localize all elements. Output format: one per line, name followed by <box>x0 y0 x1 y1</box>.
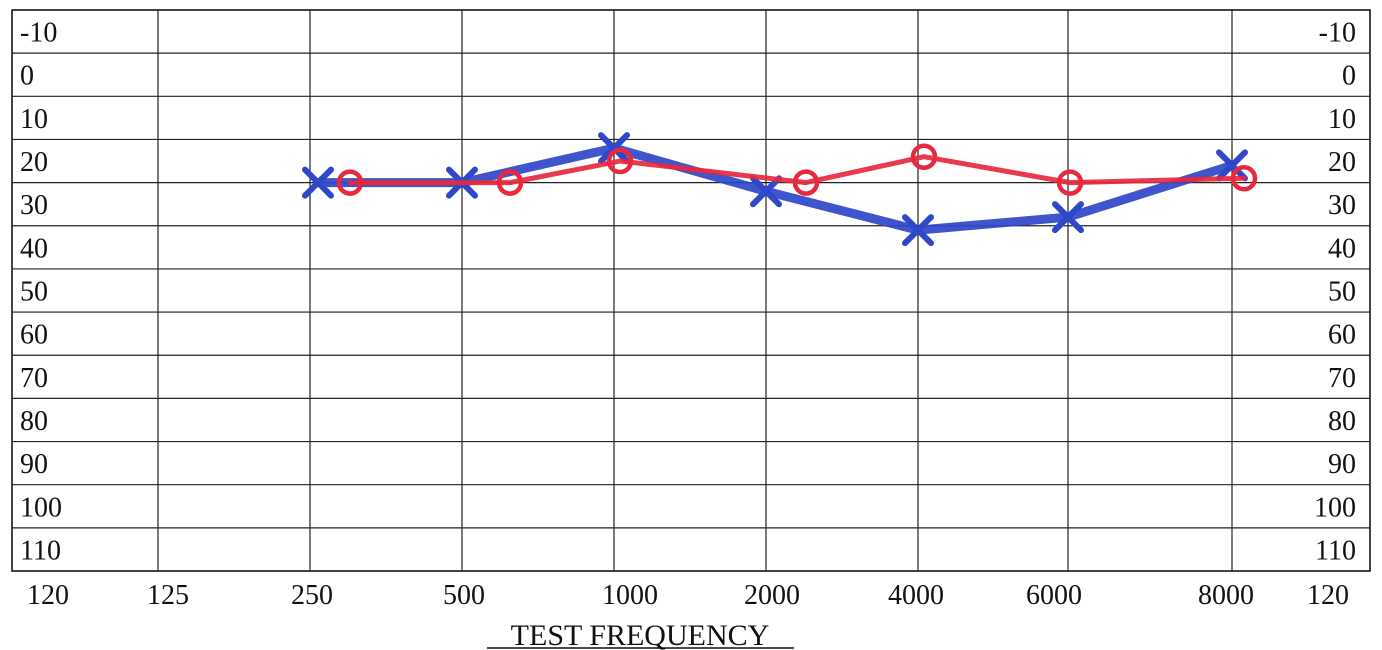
y-tick-label-right: 30 <box>1328 190 1356 221</box>
red-series-line <box>347 154 1247 186</box>
y-tick-label-right: 70 <box>1328 363 1356 394</box>
y-tick-labels-right: -10 0 10 20 30 40 50 60 70 80 90 100 110 <box>1314 18 1356 567</box>
y-tick-label-right: 80 <box>1328 406 1356 437</box>
y-tick-labels-left: -10 0 10 20 30 40 50 60 70 80 90 100 110 <box>20 18 62 567</box>
blue-x-marker <box>1052 201 1084 234</box>
series-layer <box>302 132 1258 247</box>
red-o-marker <box>1230 165 1258 192</box>
y-tick-label-right: 110 <box>1315 535 1356 566</box>
x-tick-label: 120 <box>1307 580 1349 611</box>
y-tick-label-right: 50 <box>1328 277 1356 308</box>
x-tick-label: 500 <box>443 580 485 611</box>
y-tick-label-left: 60 <box>20 320 48 351</box>
y-tick-label-right: 40 <box>1328 233 1356 264</box>
y-tick-label-left: 100 <box>20 492 62 523</box>
red-o-marker <box>910 143 938 170</box>
y-tick-label-right: 60 <box>1328 320 1356 351</box>
y-tick-label-right: 0 <box>1342 61 1356 92</box>
red-o-marker <box>606 147 634 175</box>
y-tick-label-left: 10 <box>20 104 48 135</box>
y-tick-label-right: 100 <box>1314 492 1356 523</box>
x-tick-label: 1000 <box>602 580 658 611</box>
y-tick-label-left: 80 <box>20 406 48 437</box>
blue-x-marker <box>302 166 334 199</box>
red-o-marker <box>336 169 364 196</box>
y-tick-label-left: -10 <box>20 18 57 49</box>
x-tick-label: 250 <box>291 580 333 611</box>
y-tick-label-left: 0 <box>20 61 34 92</box>
grid <box>11 9 1371 572</box>
y-tick-label-left: 50 <box>20 277 48 308</box>
plot-frame <box>11 9 1371 572</box>
y-tick-label-right: 90 <box>1328 449 1356 480</box>
x-tick-label: 8000 <box>1198 580 1254 611</box>
y-tick-label-right: -10 <box>1319 18 1356 49</box>
blue-x-marker <box>902 214 934 247</box>
y-tick-label-left: 20 <box>20 147 48 178</box>
blue-x-marker <box>750 175 782 208</box>
red-o-marker <box>1056 169 1084 196</box>
red-o-marker <box>792 169 820 196</box>
x-tick-labels: 120 125 250 500 1000 2000 4000 6000 8000 120 <box>27 580 1349 611</box>
x-tick-label: 120 <box>27 580 69 611</box>
x-axis-label: TEST FREQUENCY <box>511 619 770 650</box>
y-tick-label-right: 10 <box>1328 104 1356 135</box>
blue-x-marker <box>1216 149 1248 182</box>
y-tick-label-left: 90 <box>20 449 48 480</box>
y-tick-label-right: 20 <box>1328 147 1356 178</box>
y-tick-label-left: 40 <box>20 233 48 264</box>
x-tick-label: 4000 <box>888 580 944 611</box>
y-tick-label-left: 110 <box>20 535 61 566</box>
red-o-marker <box>496 169 524 196</box>
x-tick-label: 125 <box>147 580 189 611</box>
y-tick-label-left: 30 <box>20 190 48 221</box>
x-tick-label: 6000 <box>1026 580 1082 611</box>
x-tick-label: 2000 <box>744 580 800 611</box>
y-tick-label-left: 70 <box>20 363 48 394</box>
blue-x-marker <box>598 132 630 165</box>
